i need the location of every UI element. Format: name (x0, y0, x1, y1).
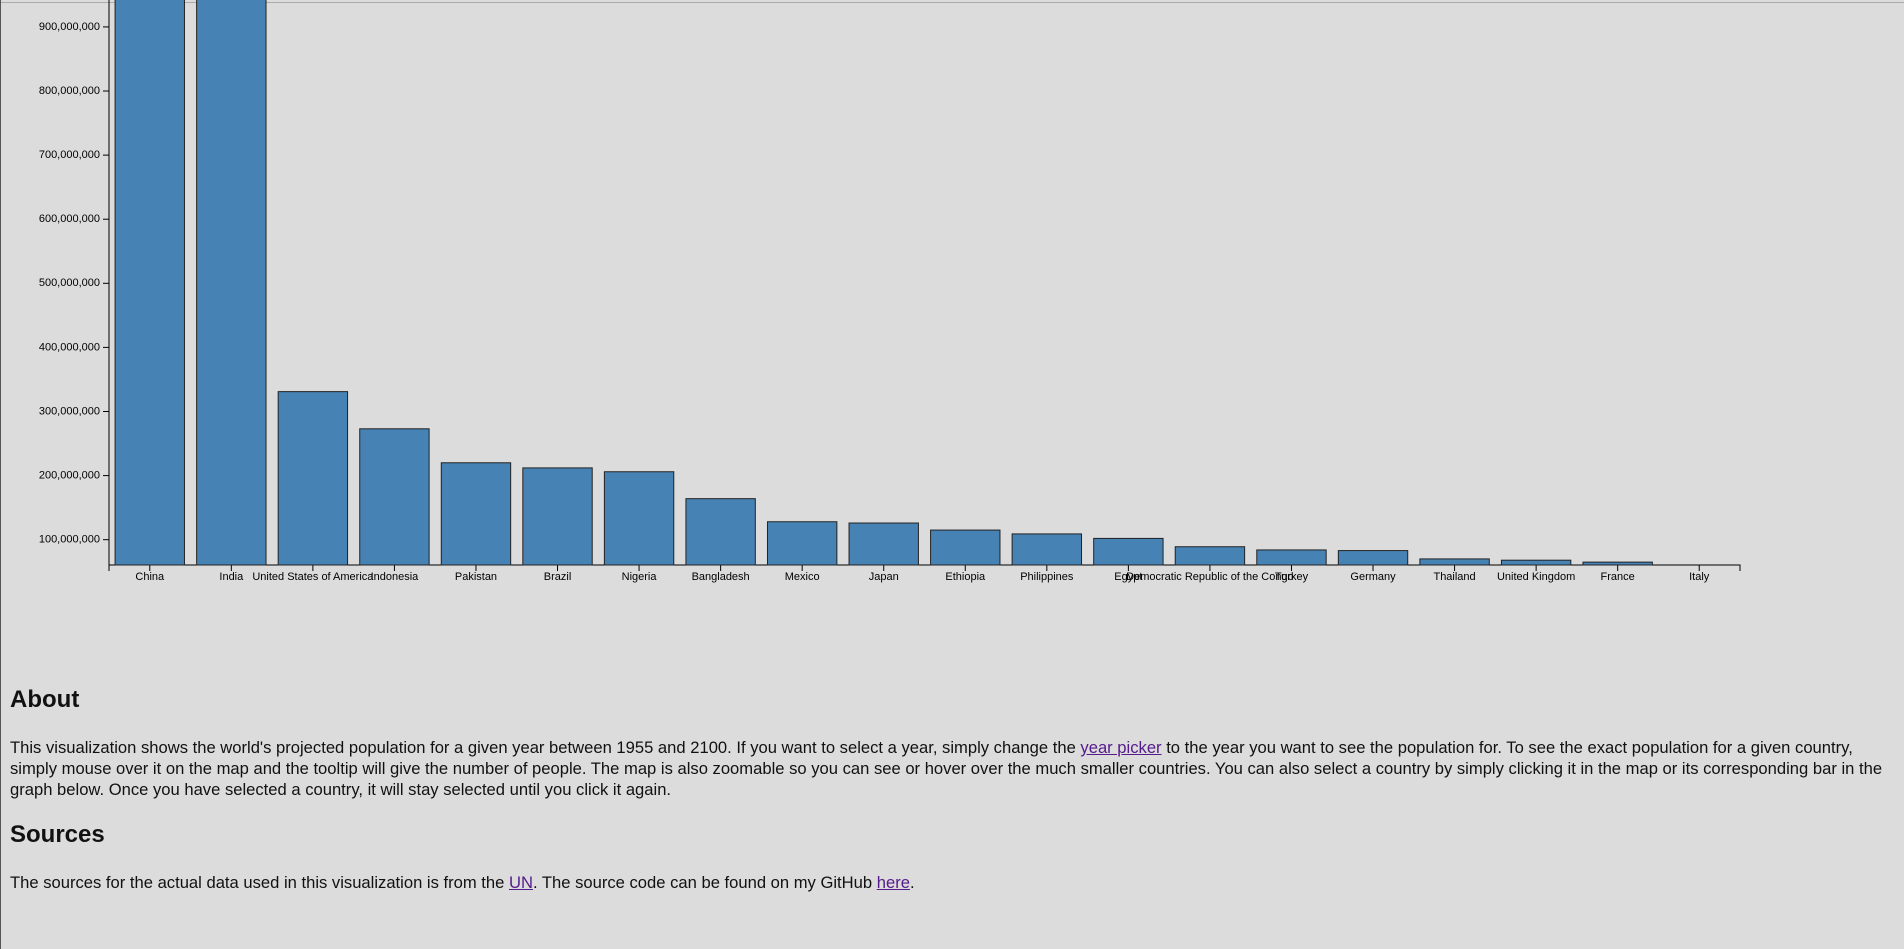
bar (196, 0, 267, 566)
year-picker-link[interactable]: year picker (1080, 738, 1162, 757)
chart: 100,000,000 200,000,000 300,000,000 400,000… (39, 0, 1741, 583)
x-tick-label: Brazil (544, 571, 572, 583)
bar (277, 391, 349, 566)
bar (930, 529, 1001, 566)
bar (114, 0, 185, 566)
x-tick-label: Japan (869, 571, 899, 583)
y-tick-label: 800,000,000 (39, 85, 100, 97)
x-tick-label: China (135, 571, 165, 583)
bar (603, 471, 675, 566)
un-link[interactable]: UN (509, 873, 533, 892)
x-tick-label: Ethiopia (945, 571, 986, 583)
x-tick-label: United Kingdom (1497, 571, 1575, 583)
y-tick-label: 900,000,000 (39, 21, 100, 33)
text: The sources for the actual data used in … (10, 873, 509, 892)
bar (685, 498, 756, 566)
x-tick-label: Pakistan (455, 571, 497, 583)
bar (522, 467, 593, 566)
about-heading: About (10, 686, 80, 713)
x-tick-label: Indonesia (371, 571, 420, 583)
bar (1337, 550, 1409, 566)
x-tick-label: Mexico (785, 571, 820, 583)
github-link[interactable]: here (876, 873, 910, 892)
bar (1256, 549, 1327, 566)
bar (1174, 546, 1246, 566)
text: This visualization shows the world's pro… (10, 738, 1081, 757)
text: to the year you want to see the populati… (10, 738, 1883, 799)
x-tick-label: Nigeria (622, 571, 658, 583)
bar (766, 521, 838, 566)
y-tick-label: 200,000,000 (39, 469, 100, 481)
x-axis (108, 564, 1741, 571)
x-tick-label: Thailand (1433, 571, 1475, 583)
about-section: About This visualization shows the world… (10, 686, 1890, 800)
x-tick-label: Italy (1689, 571, 1710, 583)
sources-section: Sources The sources for the actual data … (10, 821, 1890, 893)
x-tick-label: Philippines (1020, 571, 1074, 583)
y-tick-label: 400,000,000 (39, 341, 100, 353)
x-tick-label: France (1601, 571, 1635, 583)
bar (1419, 558, 1490, 566)
y-tick-label: 100,000,000 (39, 534, 100, 546)
bar (359, 428, 430, 566)
y-tick-label: 500,000,000 (39, 277, 100, 289)
x-tick-label: Egypt (1114, 571, 1142, 583)
text: . The source code can be found on my Git… (532, 873, 877, 892)
bar (1093, 537, 1164, 566)
y-tick-label: 600,000,000 (39, 213, 100, 225)
x-tick-label: Turkey (1275, 571, 1309, 583)
bar (440, 462, 512, 566)
x-tick-label: United States of America (252, 571, 374, 583)
x-tick-label: Democratic Republic of the Congo (1126, 571, 1294, 583)
about-text: This visualization shows the world's pro… (10, 737, 1890, 800)
y-tick-label: 300,000,000 (39, 405, 100, 417)
sources-text: The sources for the actual data used in … (10, 872, 1890, 893)
sources-heading: Sources (10, 821, 105, 848)
bar (1011, 533, 1083, 566)
x-tick-label: Germany (1350, 571, 1396, 583)
y-tick-label: 700,000,000 (39, 149, 100, 161)
text: . (909, 873, 915, 892)
x-tick-label: Bangladesh (692, 571, 750, 583)
bar (1582, 561, 1653, 566)
top-border (1, 2, 1904, 3)
x-tick-label: India (219, 571, 244, 583)
bar (848, 522, 919, 566)
bar (1500, 559, 1572, 566)
